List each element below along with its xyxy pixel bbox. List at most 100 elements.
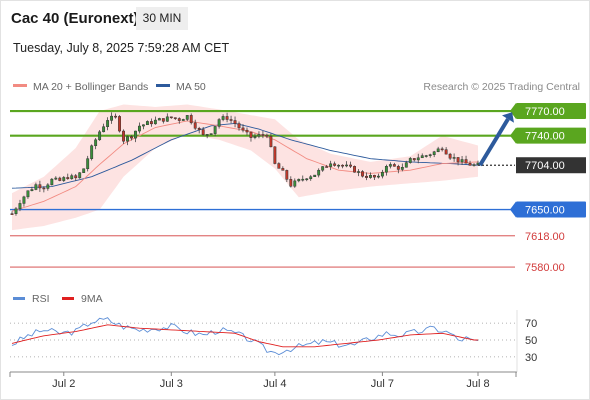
legend-rsi-label: RSI: [32, 293, 50, 305]
candle-body: [201, 129, 205, 135]
candle-body: [18, 203, 22, 210]
osc-tick-label: 70: [525, 318, 537, 330]
candle-body: [54, 177, 58, 180]
candle-body: [440, 148, 444, 151]
level-tag-pointer: [510, 127, 516, 144]
candle-body: [74, 175, 78, 179]
timeframe-badge[interactable]: 30 MIN: [136, 7, 188, 30]
candle-body: [269, 135, 273, 148]
candle-body: [388, 164, 392, 167]
x-axis-tick-label: Jul 8: [466, 378, 489, 390]
candle-body: [94, 139, 98, 147]
candle-body: [392, 164, 396, 167]
candle-body: [34, 184, 38, 190]
candle-body: [289, 179, 293, 187]
oscillator-panel: 70 50 30: [10, 317, 537, 364]
ma20-line: [11, 120, 479, 212]
candle-body: [225, 116, 229, 120]
candle-body: [213, 126, 217, 134]
candle-body: [145, 121, 149, 126]
forecast-arrow-head: [502, 112, 514, 123]
candle-body: [468, 162, 472, 166]
candle-body: [273, 146, 277, 164]
candle-body: [177, 118, 181, 121]
candle-body: [305, 178, 309, 181]
datetime-label: Tuesday, July 8, 2025 7:59:28 AM CET: [13, 41, 230, 55]
candle-body: [98, 131, 102, 141]
level-tag-label: 7770.00: [525, 106, 565, 118]
candle-body: [301, 178, 305, 181]
candle-body: [153, 119, 157, 125]
candle-body: [78, 172, 82, 179]
candle-body: [58, 177, 62, 181]
candle-body: [161, 118, 165, 122]
level-tag-label: 7740.00: [525, 131, 565, 143]
candle-body: [261, 134, 265, 136]
candle-body: [404, 162, 408, 168]
level-label-support: 7618.00: [525, 231, 565, 243]
candle-body: [337, 164, 341, 167]
candle-body: [82, 168, 86, 173]
forecast-arrow-shaft: [478, 118, 510, 167]
candle-body: [185, 115, 189, 120]
candle-body: [42, 187, 46, 190]
candle-body: [325, 166, 329, 168]
candle-body: [384, 166, 388, 173]
candle-body: [66, 177, 70, 180]
candle-body: [217, 119, 221, 127]
current-price-label: 7704.00: [525, 160, 565, 172]
candle-body: [369, 175, 372, 178]
candle-body: [297, 178, 301, 182]
x-axis-tick-label: Jul 7: [371, 378, 394, 390]
candle-body: [444, 149, 448, 155]
candle-body: [456, 157, 460, 163]
candle-body: [253, 135, 257, 138]
candle-body: [245, 129, 249, 133]
candle-body: [257, 134, 261, 137]
candle-body: [424, 155, 428, 157]
candle-body: [420, 155, 424, 159]
candle-body: [126, 136, 129, 142]
candle-body: [333, 163, 337, 166]
candle-body: [277, 163, 281, 169]
candle-body: [361, 171, 364, 177]
candle-body: [428, 154, 432, 156]
credit-label: Research © 2025 Trading Central: [423, 81, 580, 93]
level-label-support: 7580.00: [525, 262, 565, 274]
candle-body: [349, 164, 352, 167]
level-tag-resistance: [516, 103, 586, 120]
x-axis-tick-label: Jul 2: [52, 378, 75, 390]
candle-body: [130, 136, 133, 139]
candle-body: [373, 175, 376, 178]
candle-body: [464, 159, 468, 164]
candle-body: [205, 134, 209, 136]
legend-ma20-label: MA 20 + Bollinger Bands: [33, 81, 148, 93]
candle-body: [169, 116, 173, 119]
candle-body: [181, 119, 185, 121]
candle-body: [46, 184, 50, 189]
candle-body: [408, 158, 412, 163]
candle-body: [138, 125, 141, 132]
candle-body: [229, 119, 233, 121]
candle-body: [50, 178, 54, 186]
candle-body: [412, 158, 416, 161]
candle-body: [173, 117, 177, 119]
candle-body: [110, 115, 114, 121]
rsi-9ma-line: [11, 324, 478, 348]
x-axis: Jul 2 Jul 3 Jul 4 Jul 7 Jul 8: [9, 310, 518, 390]
candle-body: [233, 120, 237, 124]
candle-body: [102, 126, 106, 133]
instrument-title: Cac 40 (Euronext): [11, 10, 139, 27]
candle-body: [380, 171, 384, 177]
level-tag-pivot: [516, 201, 586, 218]
level-tag-label: 7650.00: [525, 205, 565, 217]
legend-rsi-swatch: [13, 297, 25, 300]
candle-body: [209, 133, 213, 135]
candle-body: [285, 170, 289, 180]
candle-body: [416, 157, 420, 161]
candle-body: [149, 121, 153, 125]
candle-body: [396, 166, 400, 170]
legend-ma20-swatch: [13, 84, 27, 87]
candle-body: [30, 189, 34, 191]
